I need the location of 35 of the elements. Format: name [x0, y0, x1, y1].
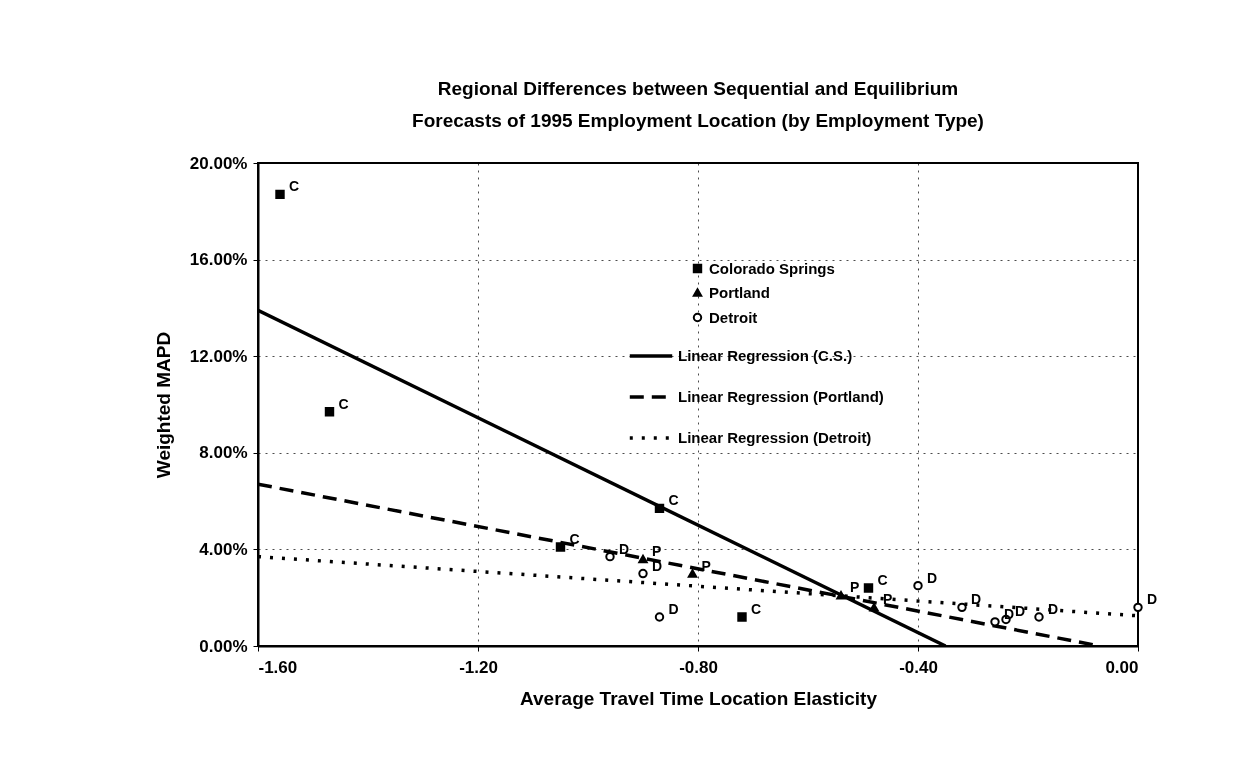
- y-tick-label: 0.00%: [199, 636, 248, 656]
- annotation: D: [619, 540, 630, 557]
- x-tick-label: -0.80: [679, 657, 718, 677]
- y-tick-label: 4.00%: [199, 539, 248, 559]
- annotation: P: [850, 579, 860, 596]
- chart-title: Regional Differences between Sequential and Equilibrium Forecasts of 1995 Employment Location (by Employment Type): [412, 78, 984, 131]
- annotation: P: [652, 543, 662, 560]
- x-tick-label: 0.00: [1105, 657, 1139, 677]
- legend-label: Colorado Springs: [709, 259, 835, 277]
- legend-label: Portland: [709, 283, 770, 301]
- y-tick-label: 16.00%: [189, 250, 248, 270]
- y-tick-label: 20.00%: [189, 153, 248, 173]
- annotation: C: [668, 492, 679, 509]
- x-tick-label: -0.40: [899, 657, 938, 677]
- annotation: C: [569, 530, 580, 547]
- annotation: D: [1015, 603, 1026, 620]
- legend-label: Linear Regression (C.S.): [678, 347, 853, 364]
- legend-label: Linear Regression (Portland): [678, 388, 884, 405]
- annotation: C: [877, 572, 888, 589]
- x-tick-label: -1.60: [258, 657, 298, 677]
- annotation: D: [1147, 591, 1158, 608]
- y-axis-title: Weighted MAPD: [152, 331, 174, 479]
- legend-label: Detroit: [709, 308, 758, 326]
- annotation: D: [668, 601, 679, 618]
- x-axis-title: Average Travel Time Location Elasticity: [520, 687, 878, 709]
- y-tick-label: 12.00%: [189, 346, 248, 366]
- annotation: C: [338, 395, 349, 412]
- annotation: C: [289, 178, 300, 195]
- annotation: P: [883, 591, 893, 608]
- annotation: C: [751, 601, 762, 618]
- x-tick-label: -1.20: [459, 657, 498, 677]
- annotation: D: [927, 569, 938, 586]
- annotation: D: [971, 591, 982, 608]
- legend-label: Linear Regression (Detroit): [678, 429, 872, 446]
- y-tick-label: 8.00%: [199, 443, 248, 463]
